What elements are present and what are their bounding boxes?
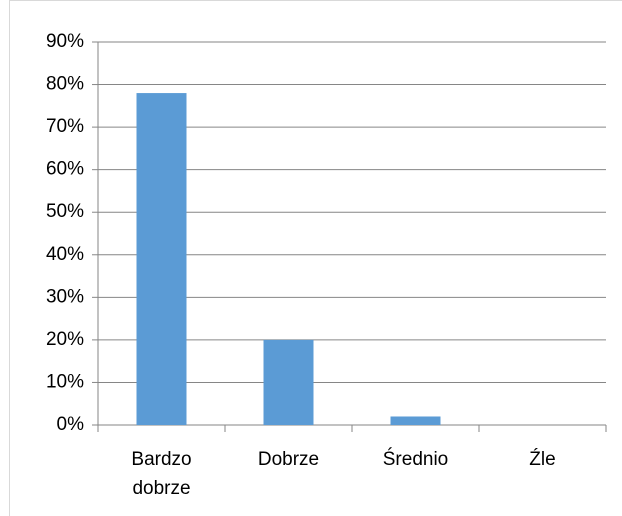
bar: [390, 416, 441, 425]
y-tick-label: 20%: [46, 329, 84, 350]
y-tick-label: 30%: [46, 286, 84, 307]
bar: [263, 339, 314, 425]
y-tick-label: 0%: [57, 414, 85, 435]
y-tick-label: 90%: [46, 31, 84, 52]
y-tick-label: 40%: [46, 244, 84, 265]
y-tick-label: 10%: [46, 371, 84, 392]
chart-border: [9, 0, 622, 516]
x-tick-label: Dobrze: [257, 449, 320, 470]
bar: [136, 93, 187, 426]
y-tick-label: 60%: [46, 159, 84, 180]
x-tick-label: Źle: [529, 449, 556, 470]
x-tick-label: Bardzo dobrze: [131, 449, 192, 499]
y-tick-label: 80%: [46, 74, 84, 95]
y-tick-label: 70%: [46, 116, 84, 137]
y-tick-label: 50%: [46, 201, 84, 222]
x-tick-label: Średnio: [382, 449, 449, 470]
